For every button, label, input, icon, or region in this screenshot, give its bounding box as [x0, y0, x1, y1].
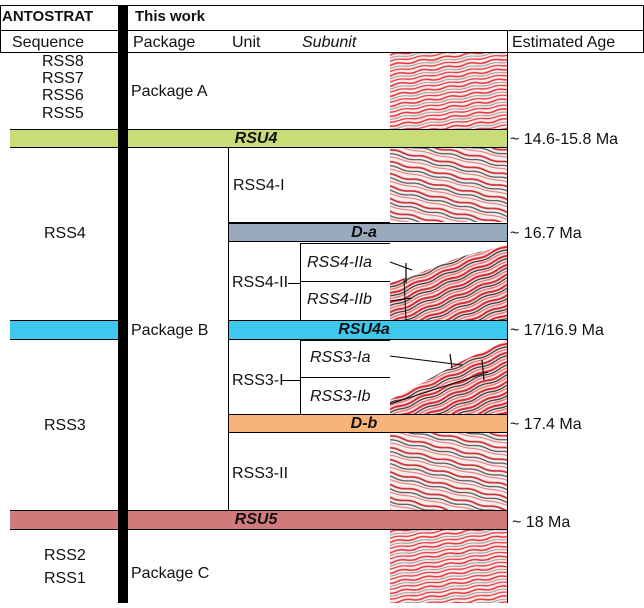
package-c: Package C	[131, 565, 210, 582]
sequence-rss3: RSS3	[44, 417, 86, 434]
subunit-leader-lines	[389, 261, 489, 405]
seismic-image-rss4-ii	[390, 243, 507, 321]
left-border	[0, 5, 1, 53]
sequence-rss4: RSS4	[44, 225, 86, 242]
subunit-rss4-iia: RSS4-IIa	[307, 254, 372, 271]
age-column-divider	[507, 30, 508, 603]
band-label-d-b: D-b	[350, 415, 378, 432]
subunit-rss3-ib: RSS3-Ib	[310, 388, 371, 405]
antostrat-header: ANTOSTRAT	[2, 8, 94, 25]
band-d-b	[228, 414, 507, 433]
band-rsu4a-right	[228, 320, 507, 340]
age-d-a: ~ 16.7 Ma	[510, 225, 582, 242]
sequence-rss2: RSS2	[44, 547, 86, 564]
age-rsu4: ~ 14.6-15.8 Ma	[510, 131, 619, 148]
sequence-header: Sequence	[12, 34, 85, 51]
age-rsu5: ~ 18 Ma	[512, 514, 571, 531]
package-header: Package	[133, 34, 196, 51]
package-a: Package A	[131, 83, 208, 100]
band-label-rsu5: RSU5	[234, 511, 278, 528]
seismic-image-package-c	[390, 530, 507, 603]
age-rsu4a: ~ 17/16.9 Ma	[510, 322, 604, 339]
seismic-image-rss3-i	[390, 340, 507, 414]
subunit-connector-rss3-i	[282, 380, 300, 381]
seismic-image-package-a	[390, 53, 507, 129]
subunit-header: Subunit	[302, 34, 357, 51]
sequence-package-divider	[118, 5, 128, 603]
unit-rss3-i: RSS3-I	[232, 372, 284, 389]
seismic-image-rss3-ii	[390, 433, 507, 510]
subunit-rss3-ia: RSS3-Ia	[310, 349, 371, 366]
band-rsu5-gap	[118, 509, 128, 531]
unit-rss3-ii: RSS3-II	[232, 465, 289, 482]
band-label-rsu4: RSU4	[234, 130, 278, 147]
age-d-b: ~ 17.4 Ma	[510, 416, 582, 433]
subunit-box-rss4-ii-mid	[300, 281, 390, 282]
table-top-border	[0, 5, 644, 6]
sequence-rss8: RSS8	[42, 53, 84, 70]
sequence-rss1: RSS1	[44, 570, 86, 587]
unit-rss4-ii: RSS4-II	[232, 274, 289, 291]
subunit-box-rss3-i-mid	[300, 377, 390, 378]
estimated-age-header: Estimated Age	[512, 34, 616, 51]
band-rsu5	[10, 510, 507, 530]
subunit-connector-rss4-ii	[288, 283, 300, 284]
band-label-d-a: D-a	[351, 224, 377, 241]
header-bottom-border	[0, 52, 644, 53]
band-rsu4a-left	[10, 320, 118, 340]
unit-row-divider-rss4	[228, 222, 390, 223]
package-b: Package B	[131, 322, 209, 339]
sequence-rss7: RSS7	[42, 70, 84, 87]
unit-header: Unit	[232, 34, 261, 51]
band-label-rsu4a: RSU4a	[338, 321, 390, 338]
subunit-rss4-iib: RSS4-IIb	[307, 291, 372, 308]
band-rsu4-gap	[118, 128, 128, 149]
sequence-rss6: RSS6	[42, 87, 84, 104]
this-work-header: This work	[135, 8, 206, 25]
sequence-rss5: RSS5	[42, 105, 84, 122]
band-rsu4	[10, 129, 507, 148]
seismic-image-rss4-i	[390, 147, 507, 222]
header-divider	[0, 30, 644, 31]
band-d-a	[228, 223, 507, 242]
unit-rss4-i: RSS4-I	[233, 177, 285, 194]
